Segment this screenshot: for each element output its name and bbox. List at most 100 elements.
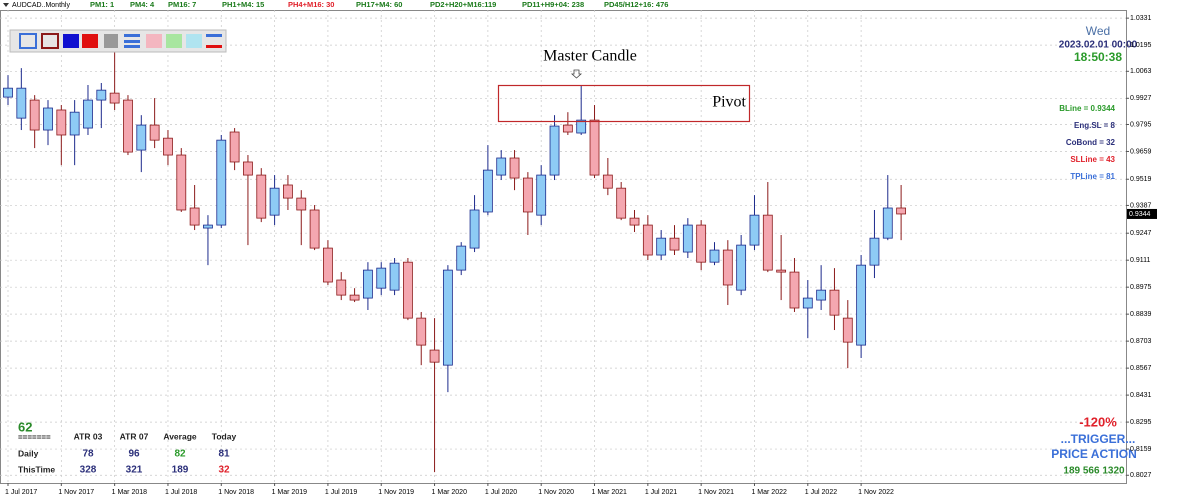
- candle-body: [522, 177, 533, 213]
- x-tick-label: 1 Mar 2018: [112, 489, 148, 496]
- y-tick-label: 0.9247: [1130, 230, 1152, 237]
- candle-body: [736, 244, 747, 291]
- header-item: PH1+M4: 15: [222, 0, 264, 9]
- candle-body: [123, 99, 133, 153]
- stats-value: 321: [126, 465, 143, 476]
- swatch[interactable]: [206, 45, 222, 48]
- candle-body: [829, 289, 840, 316]
- candle-body: [896, 207, 907, 215]
- header-item: PD45/H12+16: 476: [604, 0, 668, 9]
- header-item: PM16: 7: [168, 0, 196, 9]
- swatch[interactable]: [63, 34, 79, 48]
- header-item: PM4: 4: [130, 0, 155, 9]
- candle-body: [842, 317, 853, 343]
- stats-header: ATR 07: [120, 431, 149, 441]
- stats-value: 81: [218, 449, 230, 460]
- y-tick-label: 0.9111: [1130, 257, 1150, 264]
- candle-body: [816, 289, 827, 301]
- candle-body: [682, 224, 693, 253]
- swatch[interactable]: [126, 34, 140, 37]
- symbol: AUDCAD..Monthly: [12, 2, 70, 9]
- swatch[interactable]: [19, 33, 37, 49]
- candle-body: [3, 87, 13, 98]
- x-tick-label: 1 Jul 2017: [5, 489, 37, 496]
- candle-body: [243, 161, 253, 176]
- x-tick-label: 1 Nov 2020: [538, 489, 574, 496]
- candles: [3, 45, 907, 473]
- last-price-box: [1127, 208, 1157, 219]
- candle-body: [229, 131, 240, 163]
- x-tick-label: 1 Jul 2022: [805, 489, 837, 496]
- candle-body: [882, 207, 893, 239]
- swatch[interactable]: [82, 34, 98, 48]
- swatch[interactable]: [104, 34, 118, 48]
- x-tick-label: 1 Mar 2020: [432, 489, 468, 496]
- x-tick-label: 1 Mar 2021: [592, 489, 628, 496]
- candle-body: [602, 174, 613, 189]
- stats-header: ATR 03: [74, 431, 103, 441]
- candle-body: [136, 124, 147, 151]
- stats-row-label: Daily: [18, 448, 39, 458]
- stats-value: 78: [82, 449, 94, 460]
- y-tick-label: 0.8703: [1130, 338, 1152, 345]
- candle-body: [109, 92, 120, 104]
- down-arrow: [570, 69, 583, 79]
- swatch[interactable]: [186, 34, 202, 48]
- candle-body: [696, 224, 707, 263]
- x-tick-label: 1 Jul 2019: [325, 489, 357, 496]
- pivot-label: Pivot: [712, 94, 746, 111]
- menu-arrow[interactable]: [3, 3, 9, 7]
- candle-body: [283, 184, 293, 199]
- clock-date: 2023.02.01 00:00: [1059, 40, 1138, 51]
- x-tick-label: 1 Nov 2018: [218, 489, 254, 496]
- header-items: PM1: 1 PM4: 4 PM16: 7 PH1+M4: 15 PH4+M16: 30…: [90, 0, 668, 9]
- level-line: CoBond = 32: [1066, 138, 1116, 147]
- candle-body: [776, 269, 787, 273]
- candle-body: [456, 245, 467, 271]
- candle-body: [869, 237, 880, 266]
- stats-table: ATR 03 ATR 07 Average Today Daily 78 96 82 81 Thi…: [18, 431, 236, 475]
- y-tick-label: 0.8431: [1130, 392, 1152, 399]
- stats-value: 82: [174, 449, 186, 460]
- x-tick-label: 1 Jul 2020: [485, 489, 517, 496]
- candle-body: [269, 187, 280, 216]
- x-tick-label: 1 Mar 2019: [272, 489, 308, 496]
- candle-body: [16, 87, 27, 119]
- y-tick-label: 1.0063: [1130, 68, 1152, 75]
- clock-day: Wed: [1086, 24, 1110, 38]
- candle-body: [482, 169, 493, 213]
- y-tick-label: 1.0195: [1130, 42, 1152, 49]
- swatch[interactable]: [166, 34, 182, 48]
- trigger-numbers: 189 566 1320: [1063, 466, 1125, 477]
- y-tick-label: 0.9519: [1130, 176, 1152, 183]
- candle-body: [163, 137, 173, 156]
- header-item: PH17+M4: 60: [356, 0, 402, 9]
- swatch[interactable]: [124, 40, 140, 43]
- candle-body: [549, 125, 560, 176]
- swatch[interactable]: [124, 45, 140, 48]
- candle-body: [642, 224, 653, 256]
- candle-body: [56, 109, 67, 136]
- candle-body: [189, 207, 200, 226]
- y-tick-label: 0.8567: [1130, 365, 1152, 372]
- level-line: SLLine = 43: [1070, 155, 1115, 164]
- candle-body: [442, 269, 453, 366]
- candle-body: [363, 269, 373, 299]
- y-tick-label: 1.0331: [1130, 15, 1152, 22]
- swatch[interactable]: [206, 34, 222, 37]
- candle-body: [389, 262, 400, 291]
- trigger-label: ...TRIGGER...: [1061, 432, 1136, 446]
- stats-header: Today: [212, 431, 237, 441]
- candle-body: [789, 271, 800, 309]
- candle-body: [589, 119, 600, 176]
- candle-body: [176, 154, 187, 211]
- y-tick-label: 0.8975: [1130, 284, 1152, 291]
- candle-body: [562, 124, 573, 133]
- toolbar[interactable]: [9, 29, 227, 53]
- swatch[interactable]: [41, 33, 59, 49]
- candle-body: [43, 107, 53, 131]
- level-line: Eng.SL = 8: [1074, 121, 1116, 130]
- last-price-label: 0.9344: [1129, 211, 1151, 218]
- swatch[interactable]: [146, 34, 162, 48]
